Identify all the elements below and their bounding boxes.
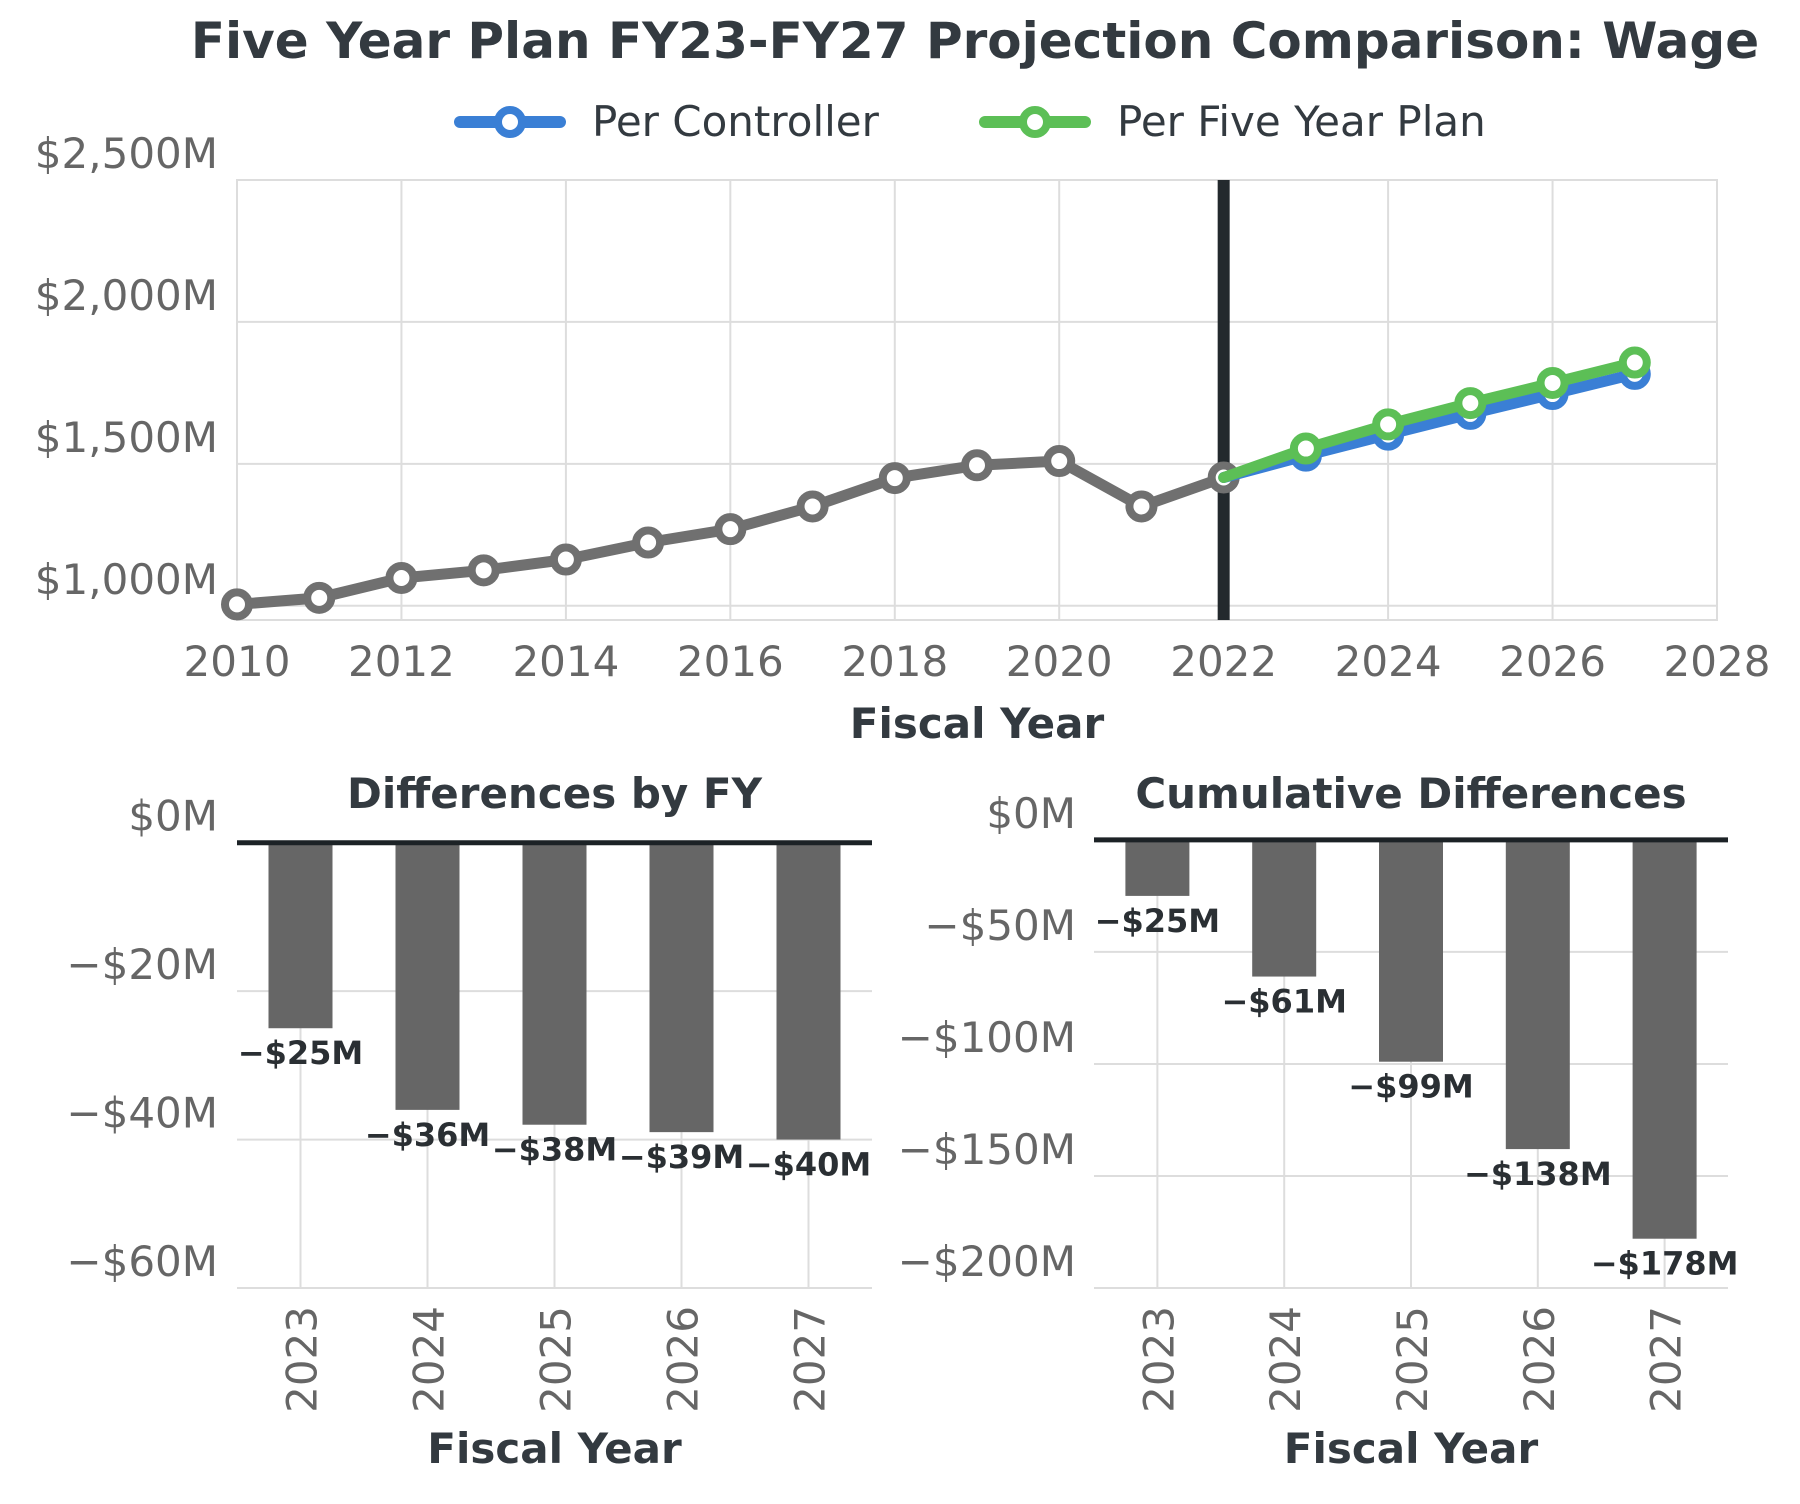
data-point: [1618, 346, 1651, 379]
series-line-controller: [1218, 368, 1641, 483]
legend: Per Controller Per Five Year Plan: [454, 97, 1486, 146]
y-tick-label: −$60M: [66, 1237, 218, 1286]
legend-marker-controller: [494, 106, 526, 138]
data-point: [1536, 366, 1569, 399]
y-tick-label: $2,500M: [35, 129, 218, 178]
legend-label-plan: Per Five Year Plan: [1117, 97, 1486, 146]
x-tick-label: 2012: [348, 637, 455, 686]
main-line-chart: 2010 2012 2014 2016 2018 2020 2022 2024 2026 2028…: [35, 129, 1771, 748]
data-point: [878, 462, 911, 495]
x-axis-title: Fiscal Year: [850, 699, 1105, 748]
y-tick-label: −$150M: [898, 1125, 1076, 1174]
x-tick-label: 2026: [659, 1306, 708, 1413]
data-point: [221, 588, 253, 621]
x-tick-label: 2028: [1664, 637, 1771, 686]
x-tick-label: 2023: [1134, 1306, 1183, 1413]
y-tick-label: $1,500M: [35, 413, 218, 462]
y-tick-label: $2,000M: [35, 271, 218, 320]
data-point: [1125, 490, 1158, 523]
x-tick-label: 2024: [1261, 1306, 1310, 1413]
data-point: [796, 490, 829, 523]
x-tick-label: 2014: [512, 637, 619, 686]
bar-value-label: −$36M: [365, 1116, 490, 1154]
cumulative-bar-chart: Cumulative Differences $0M −$50M −$100M −$15…: [898, 769, 1739, 1473]
x-tick-label: 2025: [1388, 1306, 1437, 1413]
x-tick-label: 2026: [1515, 1306, 1564, 1413]
y-tick-label: $1,000M: [35, 555, 218, 604]
x-tick-label: 2027: [786, 1306, 835, 1413]
bar-chart-title: Differences by FY: [347, 769, 763, 818]
data-point: [303, 581, 336, 614]
x-tick-label: 2027: [1642, 1306, 1691, 1413]
y-tick-label: −$200M: [898, 1237, 1076, 1286]
chart-title: Five Year Plan FY23-FY27 Projection Comp…: [191, 12, 1759, 70]
x-tick-label: 2023: [278, 1306, 327, 1413]
bar-value-label: −$25M: [238, 1034, 363, 1072]
x-tick-label: 2025: [532, 1306, 581, 1413]
bar-value-label: −$138M: [1464, 1155, 1612, 1193]
data-point: [1454, 387, 1487, 420]
x-tick-label: 2020: [1006, 637, 1113, 686]
x-axis-title: Fiscal Year: [427, 1424, 682, 1473]
bar-value-label: −$40M: [746, 1146, 871, 1184]
bar: [1125, 839, 1190, 896]
data-point: [961, 449, 993, 482]
bar-chart-title: Cumulative Differences: [1135, 769, 1686, 818]
legend-label-controller: Per Controller: [592, 97, 880, 146]
bar: [1505, 839, 1570, 1150]
x-tick-label: 2022: [1170, 637, 1277, 686]
bar-value-label: −$99M: [1348, 1068, 1473, 1106]
bar-value-label: −$25M: [1095, 902, 1220, 940]
y-tick-label: $0M: [128, 792, 218, 841]
differences-bar-chart: Differences by FY $0M −$20M −$40M −$60M −$25M…: [66, 769, 872, 1473]
legend-marker-plan: [1019, 106, 1051, 138]
x-tick-label: 2024: [405, 1306, 454, 1413]
y-tick-label: −$40M: [66, 1089, 218, 1138]
data-point: [467, 554, 500, 587]
bar: [268, 842, 333, 1029]
x-tick-label: 2024: [1335, 637, 1442, 686]
data-point: [1289, 432, 1322, 465]
x-tick-label: 2010: [184, 637, 291, 686]
y-tick-label: −$20M: [66, 940, 218, 989]
y-tick-label: $0M: [986, 789, 1076, 838]
bar: [1632, 839, 1697, 1239]
bar-value-label: −$39M: [619, 1138, 744, 1176]
data-point: [1372, 408, 1405, 441]
y-tick-label: −$50M: [924, 901, 1076, 950]
x-tick-label: 2018: [841, 637, 948, 686]
bar: [395, 842, 460, 1110]
data-point: [549, 543, 582, 576]
x-tick-label: 2026: [1499, 637, 1606, 686]
x-axis-title: Fiscal Year: [1284, 1424, 1539, 1473]
data-point: [385, 561, 418, 594]
bar: [1252, 839, 1317, 977]
y-tick-label: −$100M: [898, 1013, 1076, 1062]
data-point: [714, 513, 747, 546]
bar: [649, 842, 714, 1133]
bar-value-label: −$61M: [1221, 983, 1346, 1021]
bar-value-label: −$38M: [492, 1131, 617, 1169]
x-tick-label: 2016: [677, 637, 784, 686]
bar-value-label: −$178M: [1591, 1245, 1739, 1283]
bar: [522, 842, 587, 1125]
bar: [1379, 839, 1443, 1062]
data-point: [632, 526, 665, 559]
bar: [776, 842, 841, 1140]
data-point: [1043, 445, 1076, 478]
